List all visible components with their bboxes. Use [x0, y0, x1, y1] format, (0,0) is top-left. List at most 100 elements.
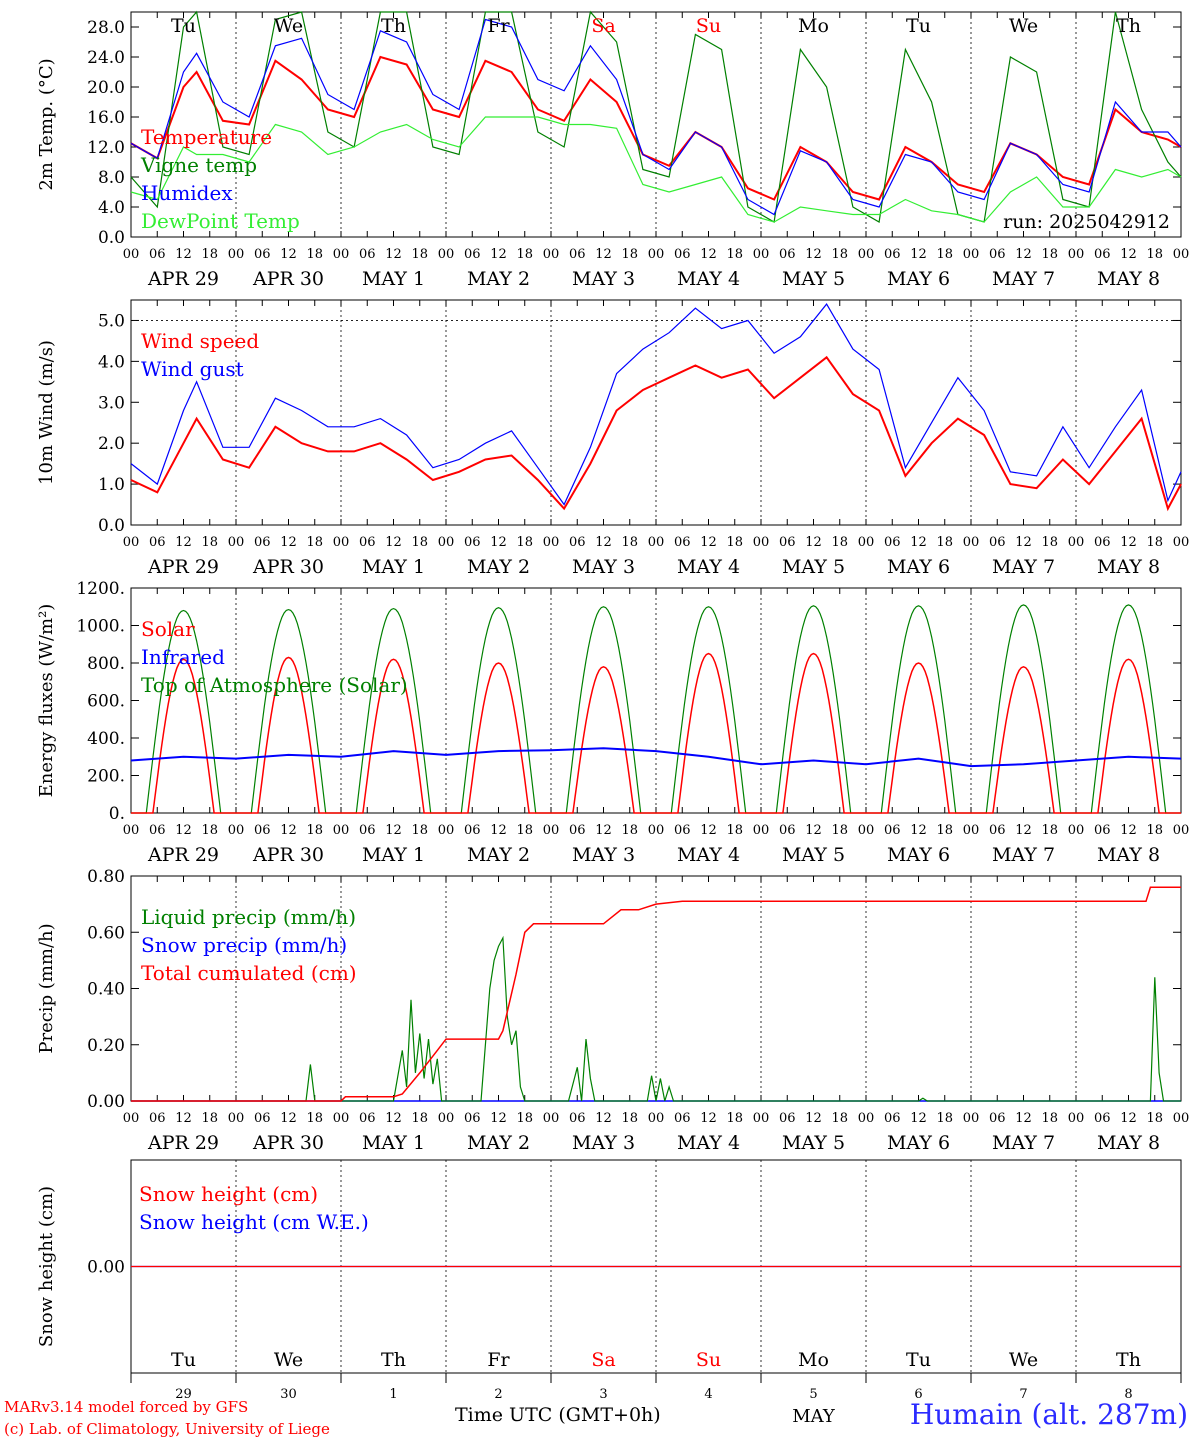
hour-label: 18	[306, 823, 323, 838]
weekday-label: Sa	[591, 15, 615, 37]
hour-label: 12	[1015, 1111, 1032, 1126]
hour-label: 06	[674, 535, 691, 550]
weekday-label: Fr	[487, 15, 510, 37]
hour-label: 18	[201, 535, 218, 550]
y-tick-label: 800.	[87, 654, 125, 674]
series-line-wind-gust	[130, 303, 1182, 506]
hour-label: 12	[700, 535, 717, 550]
hour-label: 00	[333, 247, 350, 262]
hour-label: 12	[700, 1111, 717, 1126]
hour-label: 18	[411, 247, 428, 262]
hour-label: 06	[1094, 823, 1111, 838]
weekday-label: Tu	[906, 1349, 931, 1371]
hour-label: 06	[989, 535, 1006, 550]
y-tick-label: 0.80	[87, 867, 125, 887]
hour-label: 18	[621, 823, 638, 838]
date-label: MAY 7	[992, 844, 1055, 866]
series-line-vigne-temp	[130, 10, 1182, 223]
hour-label: 00	[648, 247, 665, 262]
hour-label: 06	[254, 823, 271, 838]
hour-label: 12	[1120, 1111, 1137, 1126]
hour-label: 00	[543, 823, 560, 838]
hour-label: 18	[936, 1111, 953, 1126]
y-axis-label: 10m Wind (m/s)	[36, 340, 57, 485]
y-tick-label: 0.20	[87, 1036, 125, 1056]
y-tick-label: 0.40	[87, 980, 125, 1000]
hour-label: 12	[1120, 247, 1137, 262]
series-line-infrared	[130, 747, 1182, 768]
hour-label: 06	[464, 1111, 481, 1126]
hour-label: 12	[1015, 535, 1032, 550]
y-tick-label: 0.	[109, 804, 125, 824]
hour-label: 18	[1041, 247, 1058, 262]
hour-label: 18	[516, 1111, 533, 1126]
hour-label: 06	[359, 1111, 376, 1126]
hour-label: 18	[831, 1111, 848, 1126]
date-label: MAY 3	[572, 844, 635, 866]
hour-label: 00	[123, 1111, 140, 1126]
date-label: MAY 8	[1097, 1132, 1160, 1154]
date-label: MAY 7	[992, 556, 1055, 578]
weekday-label: Mo	[798, 15, 829, 37]
hour-label: 06	[1094, 535, 1111, 550]
date-label: MAY 2	[467, 844, 530, 866]
date-label: APR 30	[252, 1132, 324, 1154]
date-label: MAY 6	[887, 556, 950, 578]
legend-entry: Snow precip (mm/h)	[141, 933, 347, 957]
weekday-label: Su	[696, 15, 721, 37]
y-tick-label: 0.0	[98, 228, 125, 248]
hour-label: 00	[543, 535, 560, 550]
day-number-label: 7	[1019, 1387, 1027, 1402]
legend-entry: Snow height (cm W.E.)	[139, 1210, 369, 1234]
hour-label: 12	[490, 1111, 507, 1126]
hour-label: 18	[726, 535, 743, 550]
weekday-label: Sa	[591, 1349, 615, 1371]
hour-label: 12	[490, 247, 507, 262]
series-line-dewpoint-temp	[130, 116, 1182, 223]
lab-credit: (c) Lab. of Climatology, University of L…	[4, 1420, 330, 1438]
hour-label: 12	[175, 823, 192, 838]
hour-label: 18	[306, 1111, 323, 1126]
hour-label: 18	[516, 247, 533, 262]
legend-entry: Total cumulated (cm)	[141, 961, 357, 985]
hour-label: 12	[595, 535, 612, 550]
hour-label: 18	[936, 823, 953, 838]
hour-label: 06	[779, 823, 796, 838]
hour-label: 00	[963, 823, 980, 838]
hour-label: 06	[779, 535, 796, 550]
hour-label: 00	[228, 1111, 245, 1126]
hour-label: 18	[201, 823, 218, 838]
weekday-label: Mo	[798, 1349, 829, 1371]
y-tick-label: 400.	[87, 729, 125, 749]
hour-label: 18	[1041, 823, 1058, 838]
legend-entry: Snow height (cm)	[139, 1182, 318, 1206]
hour-label: 00	[963, 1111, 980, 1126]
hour-label: 18	[201, 247, 218, 262]
y-tick-label: 200.	[87, 767, 125, 787]
hour-label: 00	[858, 823, 875, 838]
hour-label: 12	[280, 1111, 297, 1126]
y-tick-label: 4.0	[98, 352, 125, 372]
hour-label: 18	[1146, 823, 1163, 838]
hour-label: 06	[254, 1111, 271, 1126]
date-label: MAY 5	[782, 1132, 845, 1154]
y-tick-label: 28.0	[87, 18, 125, 38]
date-label: MAY 1	[362, 844, 425, 866]
hour-label: 00	[753, 535, 770, 550]
day-number-label: 2	[494, 1387, 502, 1402]
hour-label: 12	[595, 823, 612, 838]
series-line-total-cumulated-cm-	[131, 886, 1181, 1102]
date-label: MAY 7	[992, 268, 1055, 290]
hour-label: 06	[674, 247, 691, 262]
hour-label: 12	[910, 535, 927, 550]
hour-label: 18	[831, 247, 848, 262]
legend-entry: Temperature	[141, 125, 272, 149]
hour-label: 00	[543, 1111, 560, 1126]
hour-label: 00	[228, 247, 245, 262]
hour-label: 06	[989, 823, 1006, 838]
hour-label: 12	[175, 1111, 192, 1126]
date-label: MAY 2	[467, 1132, 530, 1154]
hour-label: 00	[753, 823, 770, 838]
y-axis-label: Snow height (cm)	[36, 1186, 57, 1347]
